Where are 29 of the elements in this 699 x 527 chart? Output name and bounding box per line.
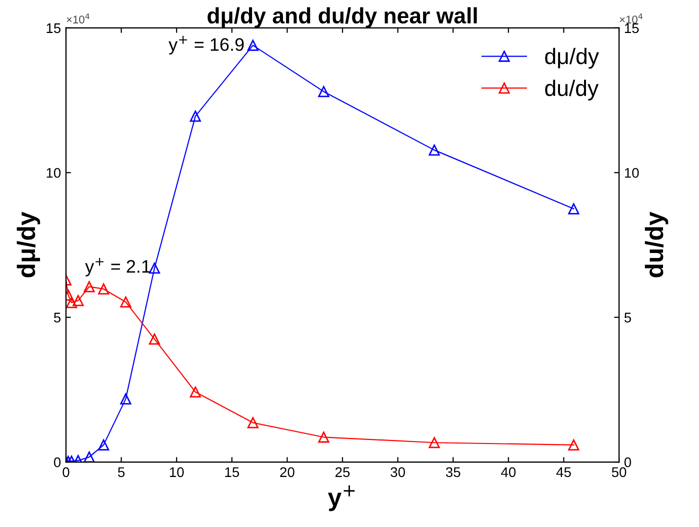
x-tick-label: 25 [335, 467, 350, 478]
text: ×10$^{4}$ [66, 13, 90, 24]
y2-tick-label: 5 [624, 312, 632, 322]
annotation: y$^{+}$ = 16.9 [168, 36, 244, 54]
annotation: y$^{+}$ = 2.1 [85, 258, 150, 276]
y-tick-label: 5 [54, 312, 61, 322]
x-axis-title: y$^{+}$ [328, 485, 355, 512]
y-tick-label: 0 [54, 457, 61, 468]
x-tick-label: 20 [280, 467, 294, 478]
y2-tick-label: 0 [624, 457, 632, 468]
y2-tick-label: 15 [624, 23, 639, 34]
y2-axis-title: du/dy [644, 212, 668, 278]
legend-label: dμ/dy [545, 48, 599, 69]
x-tick-label: 30 [390, 467, 405, 478]
y-tick-label: 10 [46, 168, 61, 178]
chart-title: dμ/dy and du/dy near wall [208, 7, 477, 28]
text: ×10$^{4}$ [620, 13, 642, 24]
y-axis-title: dμ/dy [16, 212, 40, 278]
x-tick-label: 50 [612, 467, 626, 478]
x-tick-label: 0 [62, 467, 70, 478]
x-tick-label: 15 [225, 467, 240, 478]
x-tick-label: 10 [170, 467, 184, 478]
legend-label: du/dy [545, 80, 599, 100]
x-tick-label: 40 [501, 467, 516, 478]
x-tick-label: 5 [118, 467, 125, 478]
y-tick-label: 15 [46, 23, 61, 34]
x-tick-label: 35 [446, 467, 460, 478]
y2-tick-label: 10 [624, 168, 639, 178]
x-tick-label: 45 [556, 467, 571, 478]
